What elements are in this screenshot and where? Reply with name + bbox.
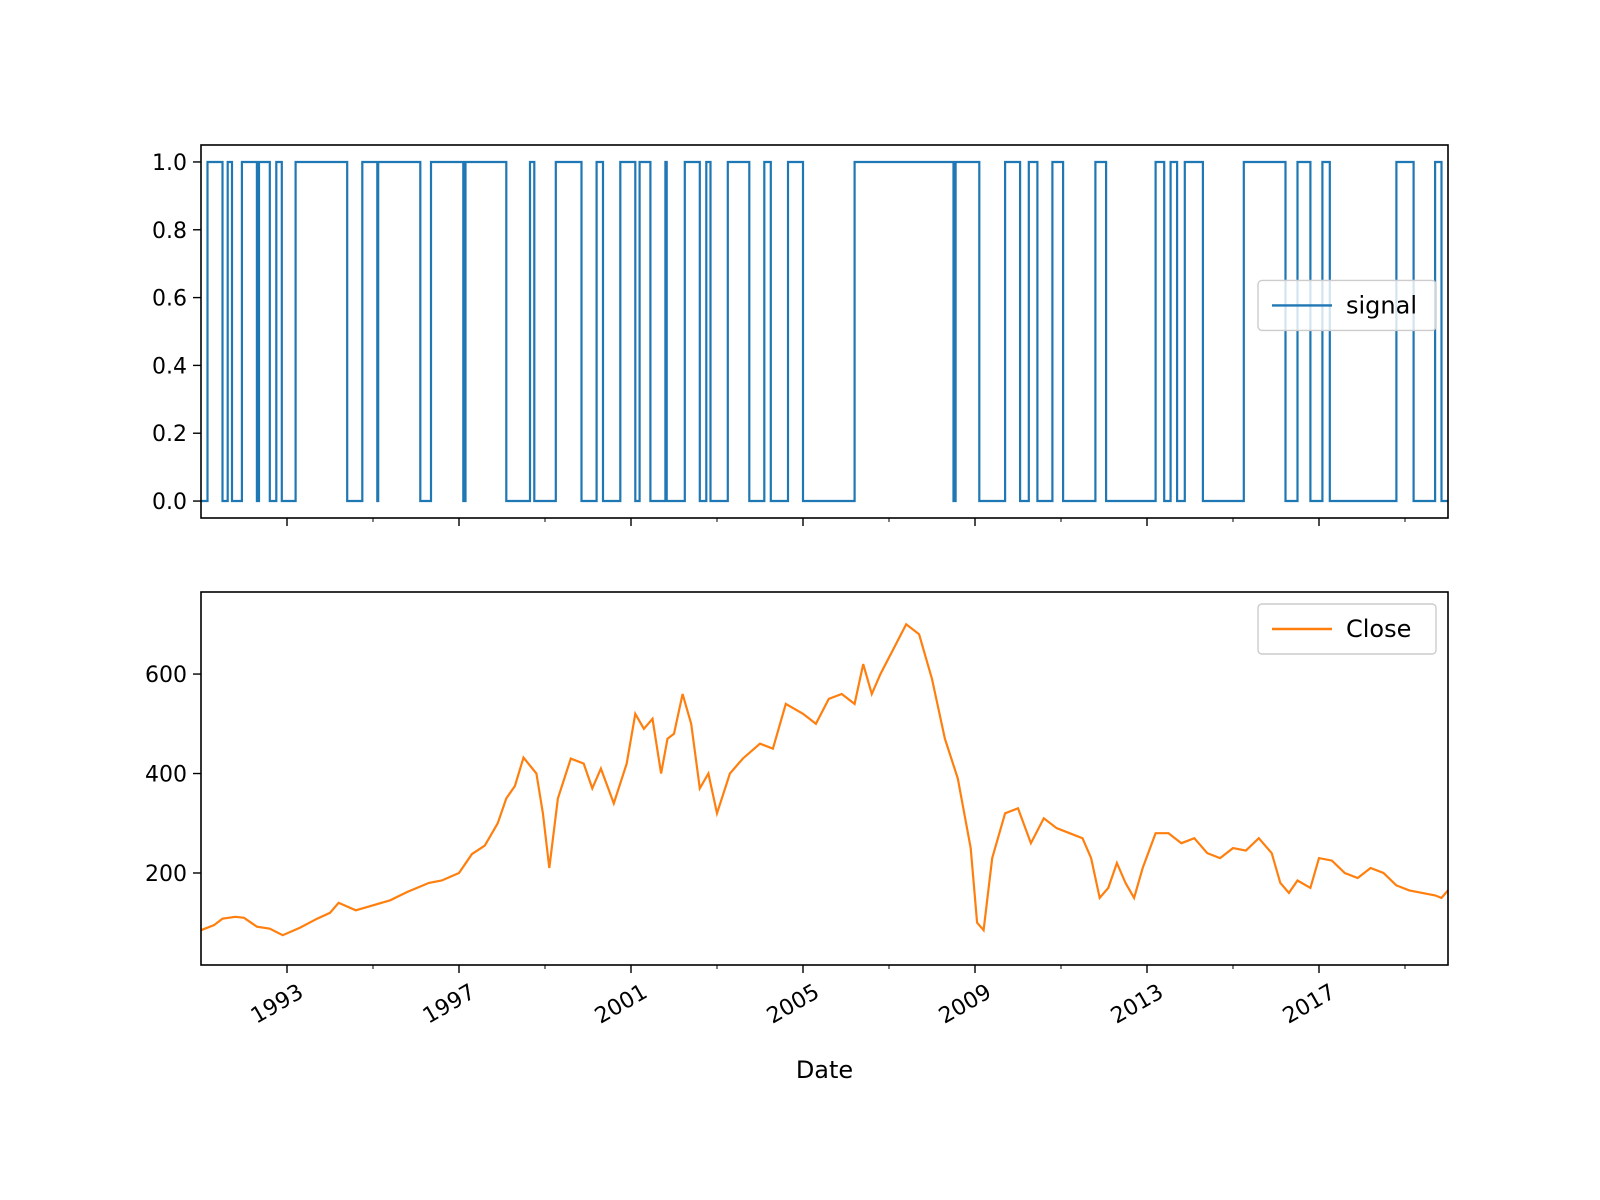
x-tick-label: 1993 — [247, 980, 308, 1030]
x-tick-label: 2005 — [763, 980, 824, 1030]
axes-frame — [200, 144, 1449, 519]
legend: signal — [1257, 279, 1437, 332]
x-tick-label: 2017 — [1279, 980, 1340, 1030]
close-panel: 200 400 600 1993 1997 2001 2005 2009 2013 2017 Dat… — [145, 591, 1449, 1084]
legend-label: Close — [1346, 615, 1411, 643]
signal-panel: 0.0 0.2 0.4 0.6 0.8 1.0 signal — [152, 144, 1449, 526]
series-line-signal — [201, 160, 1448, 503]
y-tick-label: 0.6 — [152, 287, 187, 312]
legend: Close — [1257, 603, 1437, 655]
y-tick-label: 0.8 — [152, 219, 187, 244]
axes-frame — [200, 591, 1449, 966]
x-axis-title: Date — [796, 1056, 853, 1084]
x-tick-label: 2009 — [935, 980, 996, 1030]
y-tick-label: 200 — [145, 862, 187, 887]
y-tick-label: 400 — [145, 763, 187, 788]
series-line-close — [200, 622, 1449, 937]
y-tick-label: 600 — [145, 663, 187, 688]
x-tick-label: 1997 — [419, 980, 480, 1030]
x-tick-label: 2001 — [591, 980, 652, 1030]
legend-box — [1257, 603, 1437, 655]
legend-box — [1257, 279, 1437, 332]
x-tick-label: 2013 — [1107, 980, 1168, 1030]
legend-label: signal — [1346, 291, 1417, 319]
y-tick-label: 0.2 — [152, 422, 187, 447]
y-tick-label: 0.0 — [152, 490, 187, 515]
y-tick-label: 0.4 — [152, 354, 187, 379]
y-tick-label: 1.0 — [152, 151, 187, 176]
